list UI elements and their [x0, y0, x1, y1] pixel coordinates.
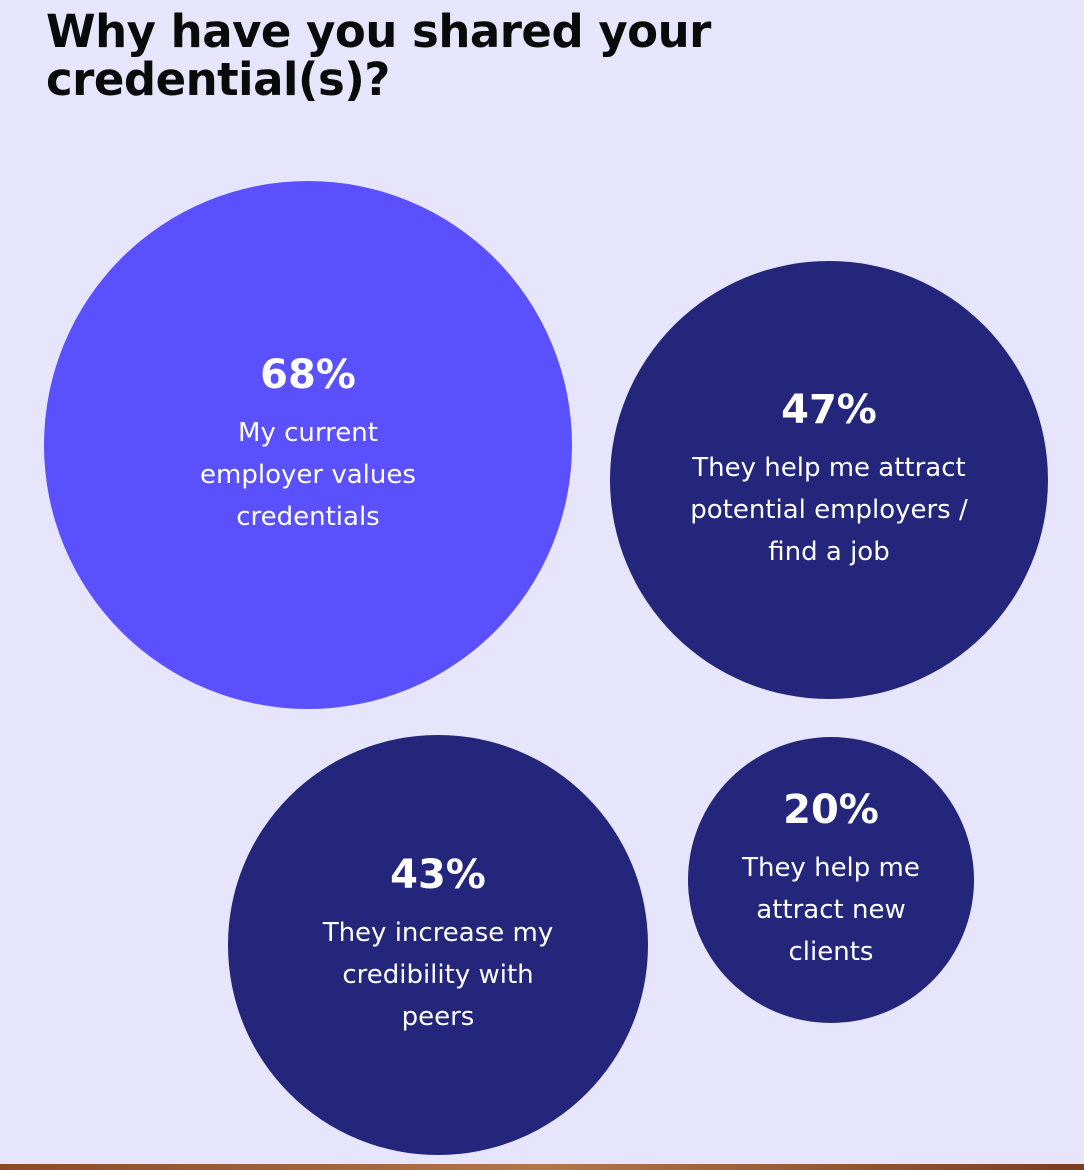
value-label: 47% — [781, 386, 877, 433]
category-label: They increase my credibility with peers — [322, 917, 554, 1032]
chart-title: Why have you shared your credential(s)? — [46, 5, 711, 106]
bottom-strip — [0, 1164, 1084, 1170]
value-label: 68% — [260, 351, 356, 398]
bubble: 43% They increase my credibility with pee… — [228, 735, 648, 1155]
bubble: 47% They help me attract potential employ… — [609, 260, 1049, 700]
category-label: My current employer values credentials — [200, 417, 416, 532]
category-label: They help me attract new clients — [742, 852, 920, 967]
bubble: 68% My current employer values credential… — [44, 181, 572, 709]
bubble: 20% They help me attract new clients — [687, 736, 975, 1024]
value-label: 20% — [783, 786, 879, 833]
category-label: They help me attract potential employers… — [690, 452, 968, 567]
value-label: 43% — [390, 851, 486, 898]
